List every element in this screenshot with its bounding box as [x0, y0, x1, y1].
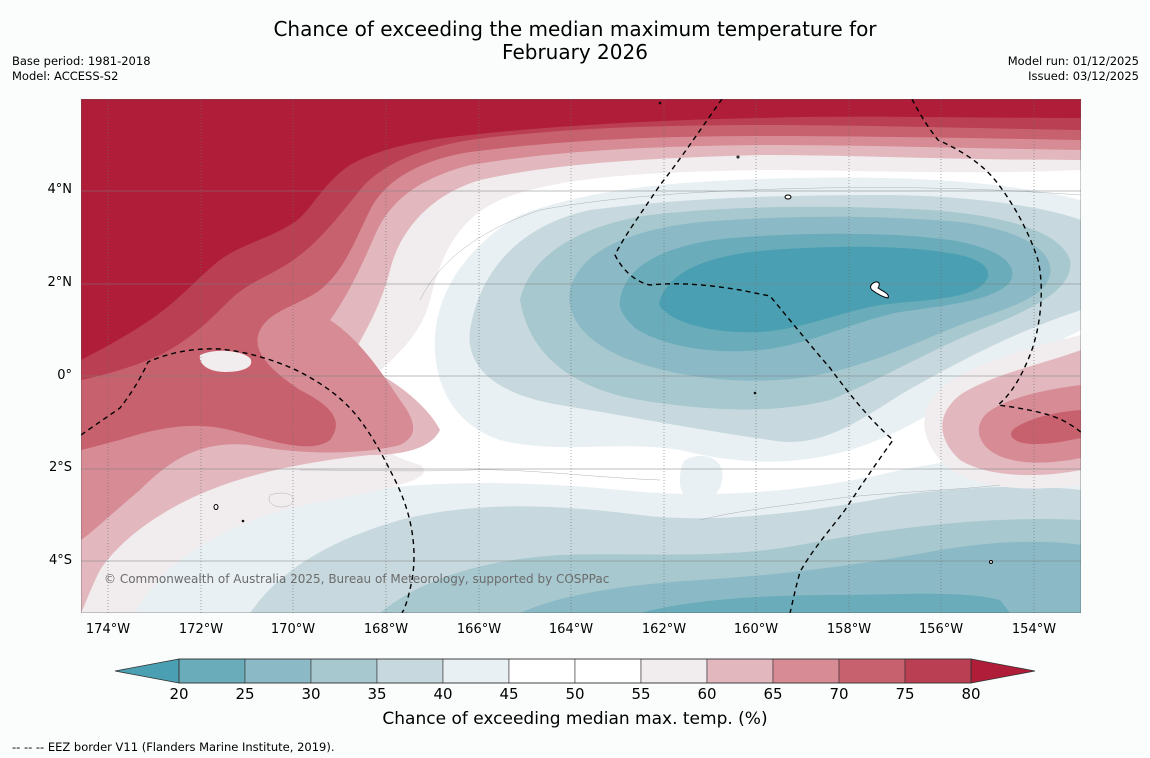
warm-patch-equator	[199, 350, 252, 372]
lon-label-168w: 168°W	[363, 622, 409, 637]
cool-patch-tiny	[458, 514, 474, 531]
cool-blob-15	[659, 246, 989, 333]
lat-label-4s: 4°S	[48, 553, 72, 568]
colorbar-tick-25: 25	[235, 685, 255, 703]
islands	[213, 101, 993, 564]
colorbar-segments	[178, 658, 972, 684]
colorbar-segment-55-60	[640, 658, 708, 684]
colorbar-tick-70: 70	[829, 685, 849, 703]
cool-patch-small	[679, 455, 723, 503]
colorbar-tick-60: 60	[697, 685, 717, 703]
lon-label-164w: 164°W	[548, 622, 594, 637]
base-period-text: Base period: 1981-2018	[12, 54, 151, 68]
colorbar-outline	[178, 658, 972, 684]
lon-label-158w: 158°W	[826, 622, 872, 637]
colorbar-under-arrow	[114, 658, 180, 684]
lon-label-166w: 166°W	[456, 622, 502, 637]
colorbar-tick-20: 20	[169, 685, 189, 703]
cool-band-15	[640, 593, 1010, 613]
colorbar-label: Chance of exceeding median max. temp. (%…	[382, 709, 768, 729]
east-warm-75	[1011, 410, 1081, 444]
colorbar-segment-65-70	[772, 658, 840, 684]
map-title-line-2: February 2026	[502, 40, 648, 64]
probability-field	[81, 99, 1081, 613]
lat-label-2n: 2°N	[47, 275, 73, 290]
colorbar-tick-30: 30	[301, 685, 321, 703]
colorbar	[114, 658, 1036, 684]
lon-label-162w: 162°W	[641, 622, 687, 637]
warm-85	[81, 99, 1081, 360]
lon-label-174w: 174°W	[85, 622, 131, 637]
colorbar-tick-50: 50	[565, 685, 585, 703]
colorbar-segment-70-75	[838, 658, 906, 684]
lon-label-154w: 154°W	[1011, 622, 1057, 637]
colorbar-segment-35-40	[376, 658, 444, 684]
lon-label-172w: 172°W	[178, 622, 224, 637]
issued-text: Issued: 03/12/2025	[1028, 69, 1139, 83]
colorbar-tick-55: 55	[631, 685, 651, 703]
model-text: Model: ACCESS-S2	[12, 69, 119, 83]
colorbar-segment-20-25	[178, 658, 246, 684]
colorbar-tick-35: 35	[367, 685, 387, 703]
copyright-notice: © Commonwealth of Australia 2025, Bureau…	[104, 572, 610, 586]
base-period-info: Base period: 1981-2018 Model: ACCESS-S2	[12, 54, 151, 84]
colorbar-segment-30-35	[310, 658, 378, 684]
lon-label-160w: 160°W	[733, 622, 779, 637]
map-title: Chance of exceeding the median maximum t…	[0, 18, 1150, 64]
lat-label-2s: 2°S	[48, 460, 72, 475]
colorbar-tick-80: 80	[961, 685, 981, 703]
lat-label-equator: 0°	[57, 368, 72, 383]
lat-label-4n: 4°N	[47, 182, 73, 197]
eez-footnote: -- -- -- EEZ border V11 (Flanders Marine…	[12, 740, 335, 754]
colorbar-over-arrow	[970, 658, 1036, 684]
colorbar-tick-75: 75	[895, 685, 915, 703]
colorbar-tick-45: 45	[499, 685, 519, 703]
latitude-gridlines	[81, 190, 1081, 562]
colorbar-segment-45-50	[508, 658, 576, 684]
colorbar-segment-60-65	[706, 658, 774, 684]
model-run-info: Model run: 01/12/2025 Issued: 03/12/2025	[1008, 54, 1139, 84]
colorbar-tick-40: 40	[433, 685, 453, 703]
colorbar-tick-65: 65	[763, 685, 783, 703]
colorbar-segment-40-45	[442, 658, 510, 684]
lon-label-170w: 170°W	[270, 622, 316, 637]
eez-borders	[81, 99, 1081, 613]
colorbar-segment-25-30	[244, 658, 312, 684]
model-run-text: Model run: 01/12/2025	[1007, 54, 1139, 68]
lon-label-156w: 156°W	[918, 622, 964, 637]
map-title-line-1: Chance of exceeding the median maximum t…	[273, 17, 877, 41]
colorbar-segment-50-55	[574, 658, 642, 684]
colorbar-segment-75-80	[904, 658, 972, 684]
thin-contours	[268, 187, 1081, 521]
